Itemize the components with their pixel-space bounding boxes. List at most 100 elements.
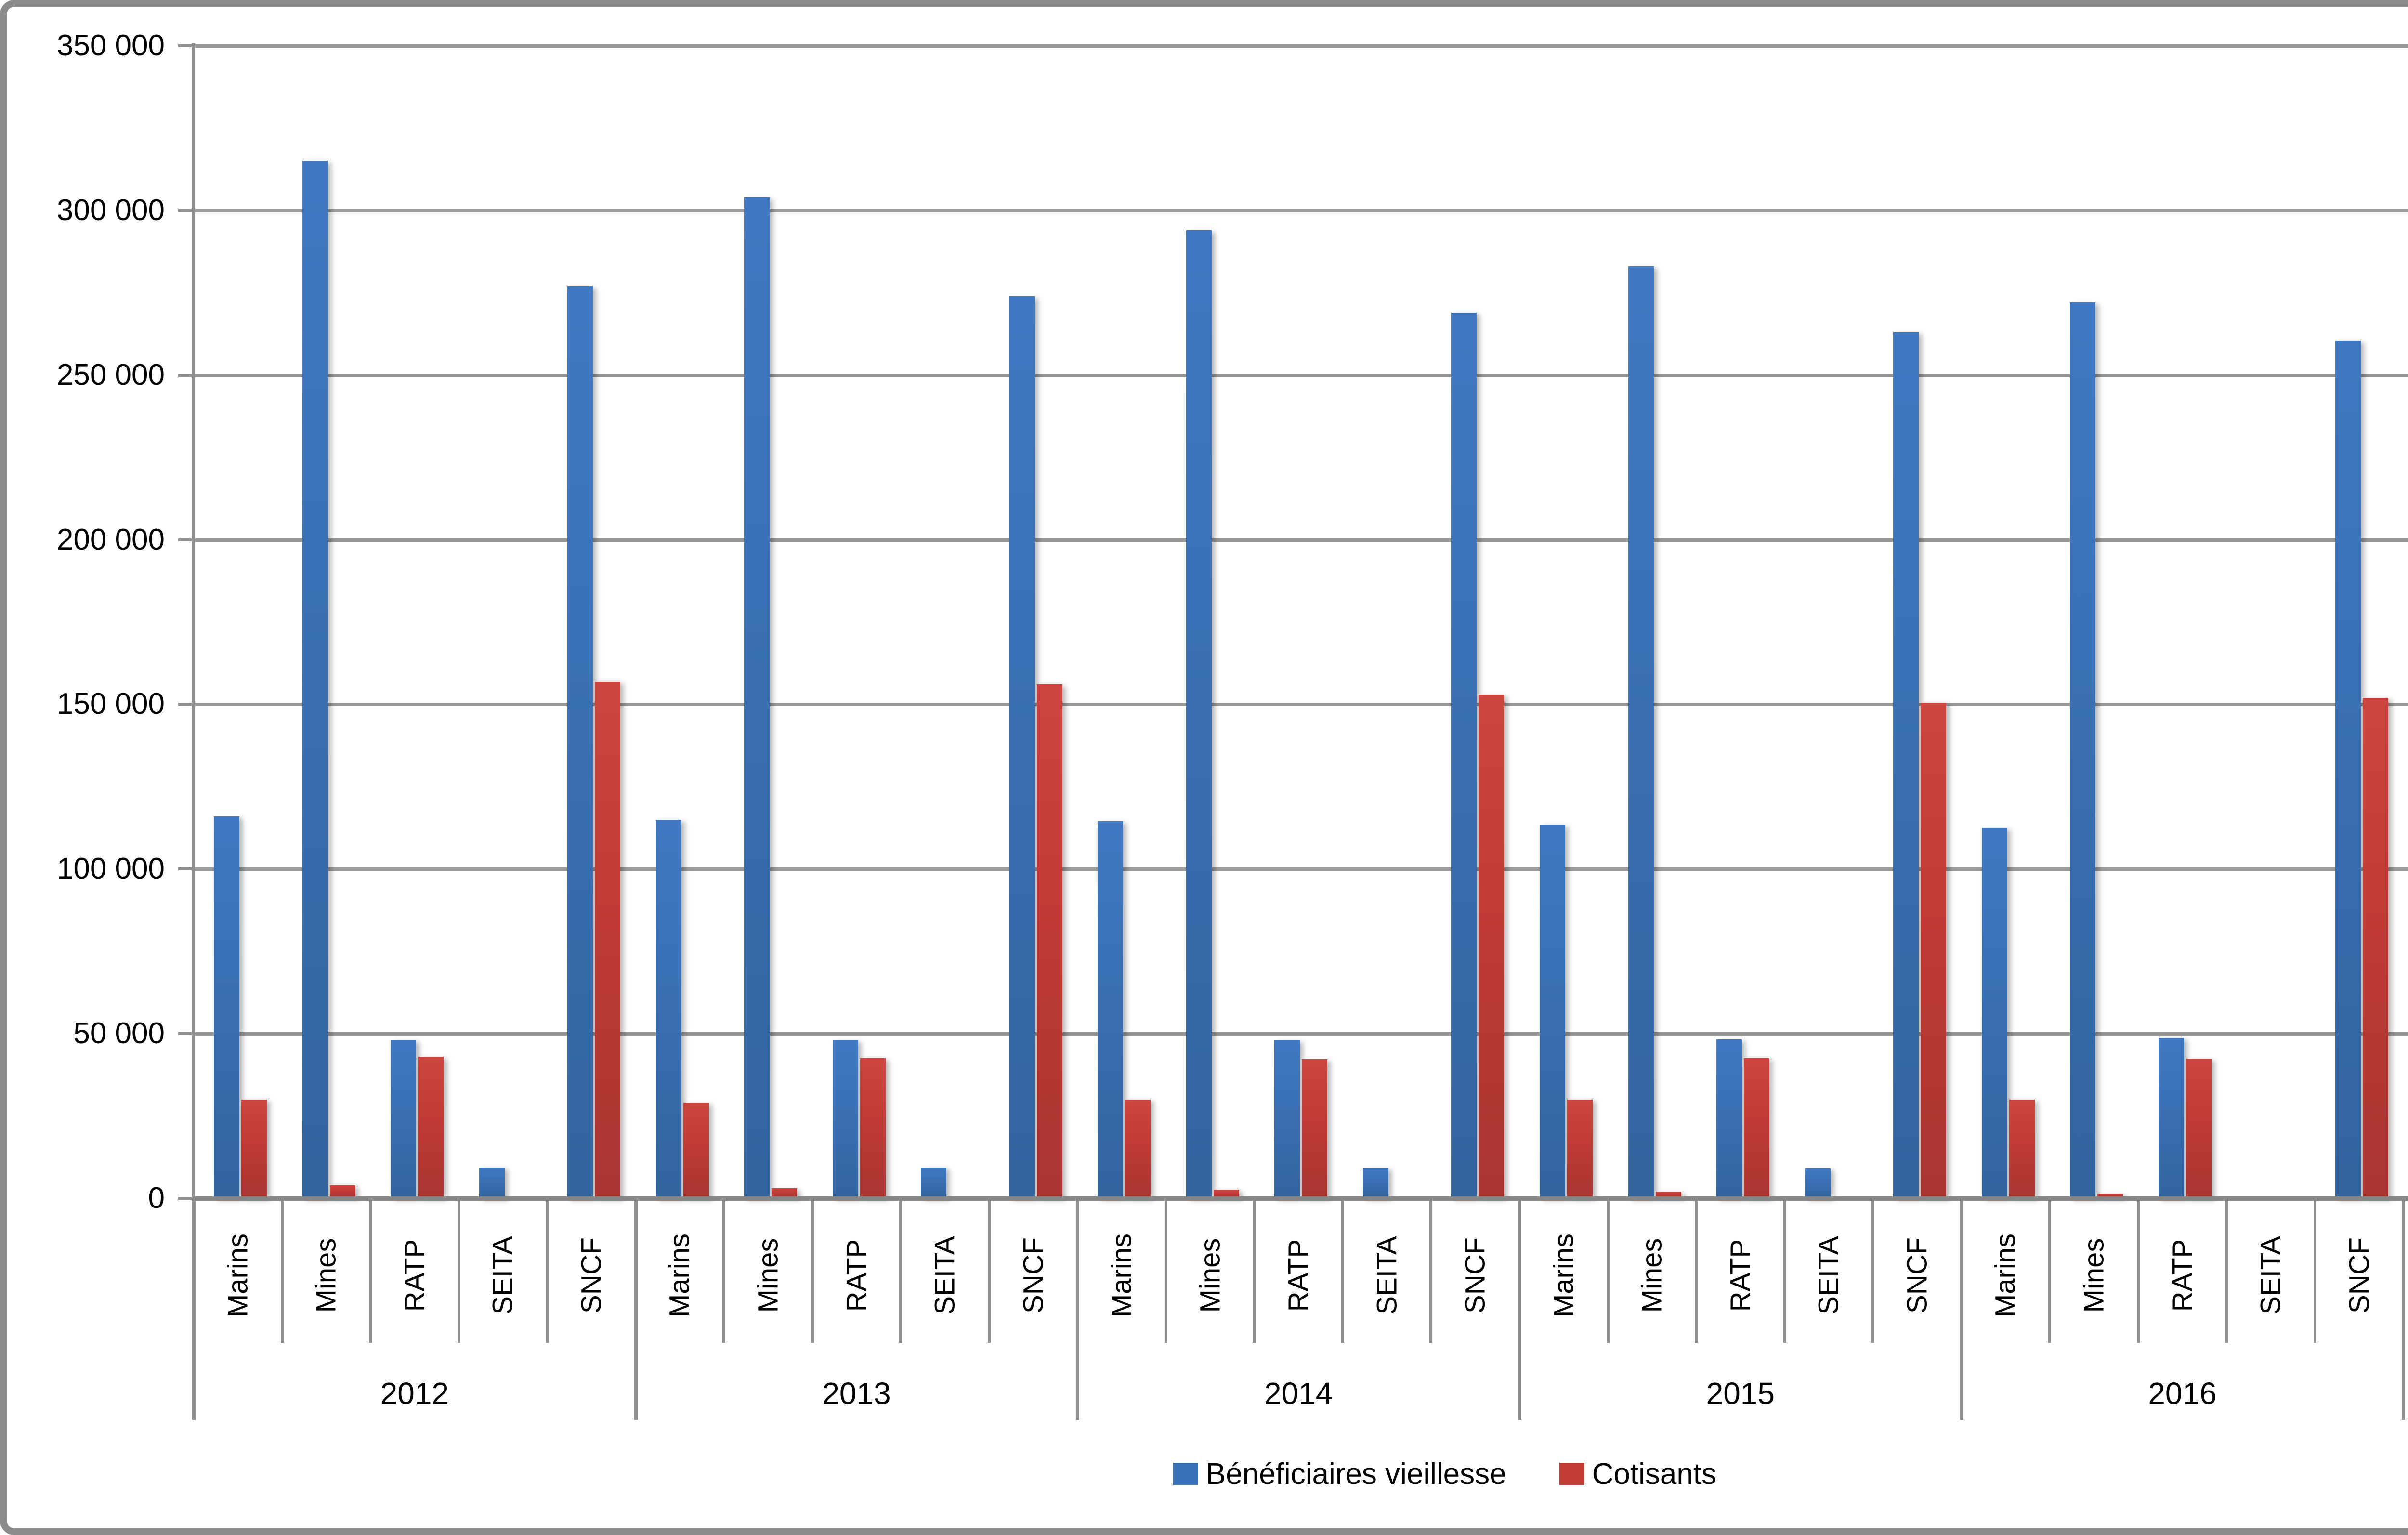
x-axis-category-label: Mines: [310, 1238, 342, 1313]
y-axis-tick-label: 350 000: [56, 29, 165, 62]
bar-beneficiaires-SEITA-2015: [1805, 1168, 1831, 1198]
bar-beneficiaires-RATP-2016: [2158, 1038, 2184, 1198]
x-axis-category-label: SEITA: [487, 1236, 519, 1315]
bar-beneficiaires-RATP-2014: [1274, 1040, 1300, 1198]
bar-cotisants-Marins-2016: [2009, 1099, 2035, 1198]
x-axis-category-label: Marins: [222, 1233, 254, 1318]
bar-beneficiaires-Mines-2015: [1628, 266, 1654, 1198]
bar-beneficiaires-SNCF-2015: [1893, 332, 1919, 1198]
x-axis-category-label: SEITA: [1813, 1236, 1845, 1315]
year-separator: [634, 1200, 638, 1420]
bar-cotisants-SNCF-2012: [595, 681, 621, 1198]
y-axis-tick: [178, 703, 194, 706]
category-separator: [2136, 1200, 2140, 1343]
x-axis-category-label: SEITA: [929, 1236, 961, 1315]
bar-cotisants-Mines-2013: [772, 1188, 798, 1198]
x-axis-year-label: 2014: [1264, 1376, 1333, 1411]
x-axis-category-label: SNCF: [1018, 1237, 1049, 1313]
bar-beneficiaires-SEITA-2012: [479, 1167, 505, 1198]
y-axis-tick-label: 150 000: [56, 687, 165, 721]
y-axis-tick: [178, 1032, 194, 1036]
y-axis-tick-label: 50 000: [73, 1017, 165, 1050]
x-axis-category-label: SNCF: [1459, 1237, 1491, 1313]
category-separator: [1429, 1200, 1433, 1343]
year-separator: [2402, 1200, 2406, 1420]
x-axis-category-label: SEITA: [2255, 1236, 2287, 1315]
category-separator: [546, 1200, 549, 1343]
bar-beneficiaires-Mines-2013: [744, 197, 770, 1198]
y-axis-tick-label: 250 000: [56, 358, 165, 392]
bar-cotisants-RATP-2016: [2186, 1059, 2212, 1198]
bar-beneficiaires-Marins-2012: [214, 816, 239, 1198]
bar-beneficiaires-Marins-2014: [1098, 821, 1124, 1198]
bar-beneficiaires-Mines-2012: [302, 161, 328, 1198]
bar-beneficiaires-SEITA-2014: [1362, 1168, 1388, 1198]
bar-cotisants-RATP-2014: [1302, 1059, 1328, 1198]
legend-item-beneficiaires: Bénéficiaires vieillesse: [1173, 1457, 1506, 1491]
bar-cotisants-Mines-2014: [1213, 1190, 1239, 1198]
gridline: [194, 867, 2408, 871]
year-separator: [1518, 1200, 1521, 1420]
x-axis-line: [192, 1196, 2408, 1201]
category-separator: [1253, 1200, 1256, 1343]
x-axis-category-label: Mines: [1194, 1238, 1226, 1313]
bar-beneficiaires-RATP-2015: [1716, 1039, 1742, 1198]
bar-beneficiaires-Marins-2013: [655, 819, 681, 1198]
x-axis-category-label: Marins: [1106, 1233, 1138, 1318]
x-axis-year-label: 2013: [822, 1376, 891, 1411]
year-separator: [1960, 1200, 1963, 1420]
bar-beneficiaires-SEITA-2013: [921, 1168, 947, 1198]
x-axis-category-label: RATP: [2167, 1239, 2198, 1312]
y-axis-tick: [178, 209, 194, 212]
bar-cotisants-Marins-2014: [1125, 1099, 1151, 1198]
gridline: [194, 373, 2408, 377]
legend-marker-red-icon: [1559, 1463, 1584, 1485]
x-axis-category-label: RATP: [1283, 1239, 1314, 1312]
x-axis-category-label: SNCF: [576, 1237, 607, 1313]
bar-beneficiaires-Marins-2016: [1981, 827, 2007, 1198]
x-axis-category-label: Mines: [2078, 1238, 2110, 1313]
y-axis-tick: [178, 373, 194, 377]
category-separator: [1606, 1200, 1610, 1343]
bar-beneficiaires-Mines-2016: [2070, 302, 2096, 1198]
category-separator: [1695, 1200, 1698, 1343]
bar-cotisants-SNCF-2013: [1036, 684, 1062, 1198]
y-axis-tick-label: 200 000: [56, 523, 165, 556]
x-axis-category-label: RATP: [841, 1239, 872, 1312]
y-axis-tick: [178, 1197, 194, 1200]
category-separator: [2313, 1200, 2316, 1343]
x-axis-year-label: 2016: [2148, 1376, 2217, 1411]
category-separator: [1783, 1200, 1786, 1343]
bar-cotisants-Marins-2015: [1567, 1099, 1593, 1198]
bar-beneficiaires-RATP-2013: [832, 1040, 858, 1198]
bar-cotisants-SNCF-2016: [2362, 697, 2388, 1198]
category-separator: [280, 1200, 284, 1343]
category-separator: [987, 1200, 991, 1343]
bar-cotisants-RATP-2015: [1744, 1058, 1770, 1198]
y-axis-tick-label: 0: [148, 1181, 165, 1215]
year-separator: [192, 1200, 196, 1420]
x-axis-category-label: RATP: [1725, 1239, 1756, 1312]
y-axis-tick: [178, 538, 194, 541]
bar-beneficiaires-SNCF-2012: [567, 286, 593, 1198]
category-separator: [722, 1200, 726, 1343]
y-axis-tick: [178, 867, 194, 871]
y-axis-tick-label: 100 000: [56, 852, 165, 886]
x-axis-category-label: Marins: [664, 1233, 695, 1318]
x-axis-category-label: SNCF: [1901, 1237, 1933, 1313]
category-separator: [899, 1200, 903, 1343]
x-axis-category-label: Mines: [752, 1238, 784, 1313]
x-axis-category-label: Mines: [1636, 1238, 1668, 1313]
bar-cotisants-RATP-2012: [418, 1057, 444, 1198]
category-separator: [811, 1200, 814, 1343]
gridline: [194, 209, 2408, 212]
year-separator: [1076, 1200, 1080, 1420]
category-separator: [1341, 1200, 1344, 1343]
bar-beneficiaires-SNCF-2016: [2335, 340, 2361, 1198]
bar-cotisants-Mines-2012: [329, 1185, 355, 1198]
x-axis-category-label: RATP: [399, 1239, 431, 1312]
category-separator: [1164, 1200, 1167, 1343]
legend-label: Bénéficiaires vieillesse: [1205, 1457, 1506, 1491]
legend-marker-blue-icon: [1173, 1463, 1198, 1485]
